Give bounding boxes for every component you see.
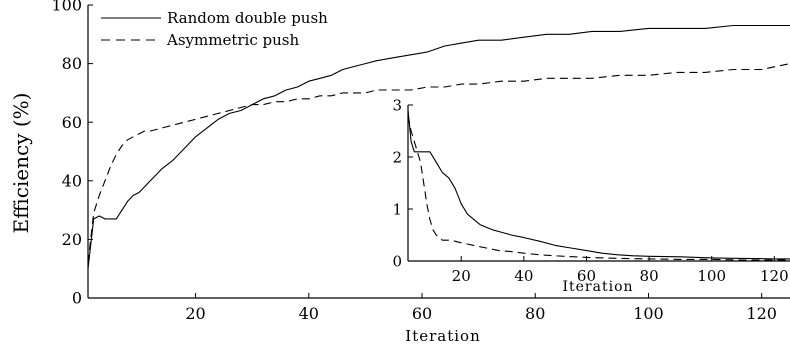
- inset-x-tick-label: 80: [640, 267, 659, 285]
- main-y-tick-label: 20: [62, 230, 82, 249]
- main-series-lines: [87, 24, 790, 269]
- main-x-tick-label: 100: [633, 304, 664, 323]
- legend-label-random-double-push: Random double push: [167, 9, 328, 27]
- inset-series-line-solid: [407, 110, 790, 260]
- main-y-tick-label: 60: [62, 113, 82, 132]
- inset-y-tick-label: 3: [392, 96, 402, 114]
- main-series-line-dashed: [87, 63, 790, 263]
- main-y-tick-label: 40: [62, 171, 82, 190]
- main-x-tick-label: 40: [299, 304, 319, 323]
- main-x-axis-label: Iteration: [405, 327, 480, 345]
- inset-ticks: 20 40 60 80 100 120 0 1 2 3: [392, 96, 788, 285]
- inset-y-tick-label: 2: [392, 148, 402, 166]
- inset-chart: 20 40 60 80 100 120 0 1 2 3 Iteration: [392, 95, 790, 295]
- inset-x-tick-label: 60: [577, 267, 596, 285]
- inset-y-tick-label: 0: [392, 252, 402, 270]
- inset-x-axis-label: Iteration: [562, 279, 633, 295]
- main-x-tick-label: 60: [412, 304, 432, 323]
- main-x-tick-label: 80: [525, 304, 545, 323]
- inset-x-tick-label: 20: [452, 267, 471, 285]
- main-series-line-solid: [87, 24, 790, 269]
- legend-label-asymmetric-push: Asymmetric push: [166, 31, 299, 49]
- main-y-tick-label: 80: [62, 54, 82, 73]
- main-x-tick-label: 120: [746, 304, 777, 323]
- inset-x-tick-label: 40: [514, 267, 533, 285]
- inset-x-tick-label: 120: [760, 267, 789, 285]
- inset-series-lines: [407, 110, 790, 261]
- main-y-tick-label: 0: [72, 289, 82, 308]
- inset-background: [398, 95, 790, 293]
- inset-x-tick-label: 100: [697, 267, 726, 285]
- main-y-tick-label: 100: [51, 0, 82, 15]
- legend: Random double push Asymmetric push: [101, 9, 328, 49]
- inset-series-line-dashed: [407, 115, 790, 261]
- main-x-tick-label: 20: [185, 304, 205, 323]
- main-y-axis-label: Efficiency (%): [9, 93, 33, 234]
- inset-y-tick-label: 1: [392, 200, 402, 218]
